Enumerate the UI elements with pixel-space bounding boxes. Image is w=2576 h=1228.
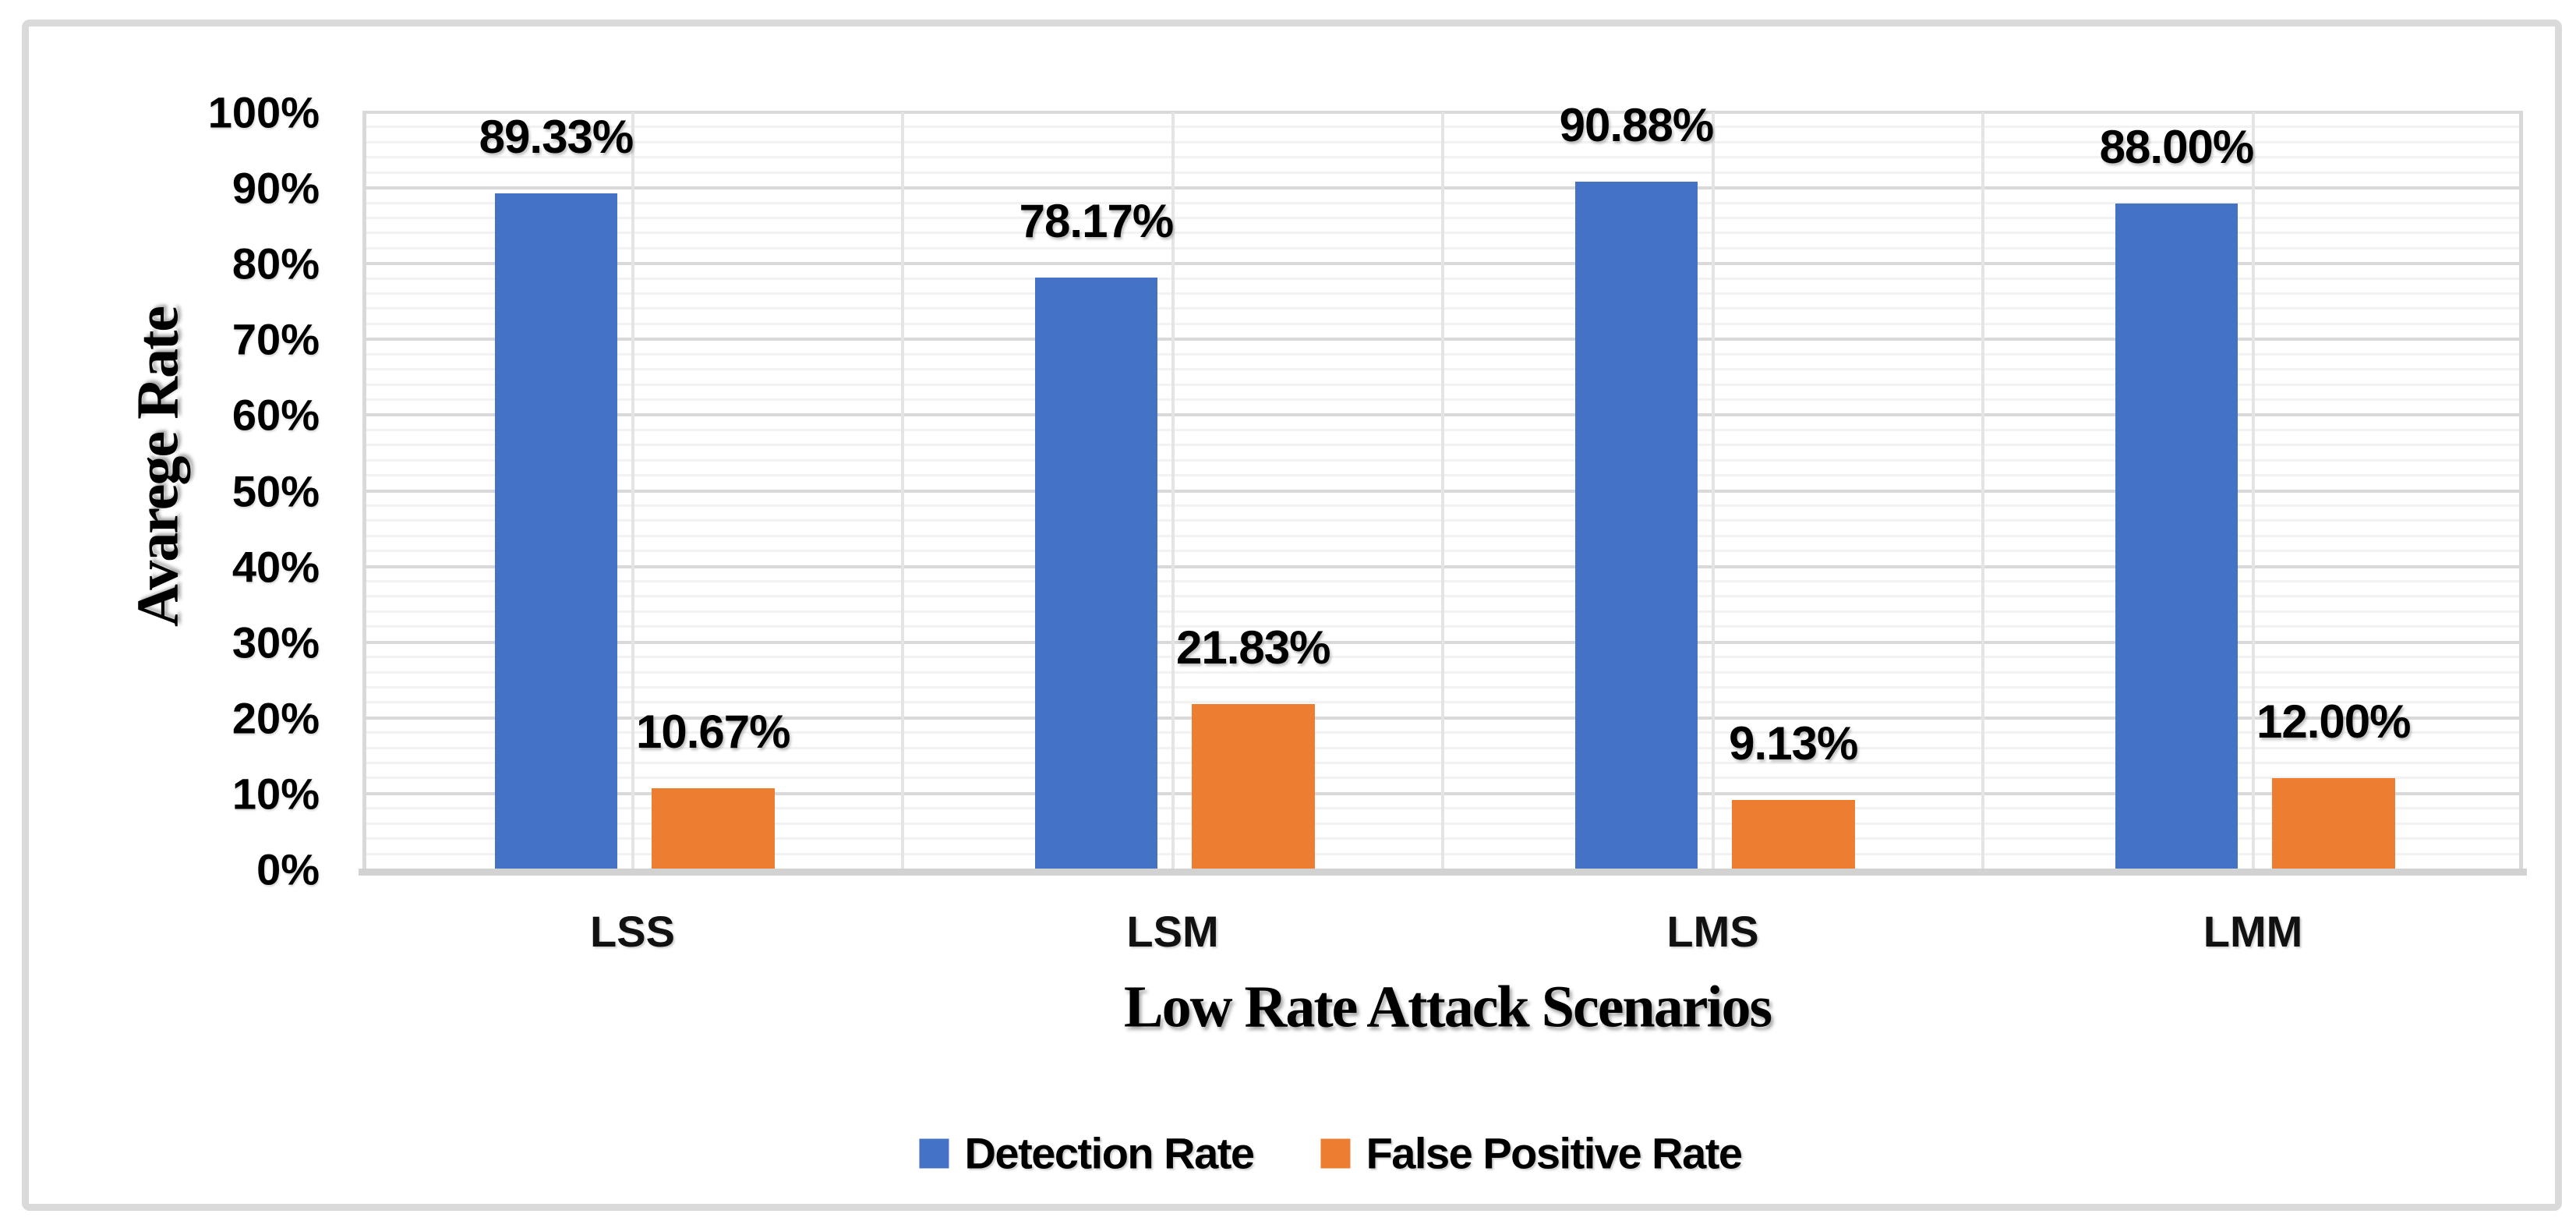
category-cell: 88.00% 12.00%	[1983, 112, 2523, 869]
false-positive-rate-bar	[651, 788, 775, 869]
y-tick-label: 60%	[231, 390, 320, 440]
detection-rate-bar	[2115, 203, 2239, 869]
x-category-label: LSM	[1126, 907, 1219, 956]
x-axis-line	[359, 869, 2527, 876]
bar-data-label: 88.00%	[2099, 120, 2254, 173]
legend-swatch	[919, 1138, 949, 1168]
detection-rate-bar	[494, 193, 618, 869]
bar-slot: 21.83%	[1176, 112, 1330, 869]
bar-data-label: 78.17%	[1019, 194, 1174, 247]
bar-slot: 10.67%	[636, 112, 790, 869]
false-positive-rate-bar	[1191, 704, 1315, 869]
bar-slot: 90.88%	[1560, 99, 1714, 869]
y-tick-label: 100%	[207, 87, 320, 137]
vertical-gridline	[631, 112, 634, 869]
bar-data-label: 90.88%	[1559, 98, 1714, 151]
y-tick-label: 70%	[231, 314, 320, 364]
y-tick-label: 90%	[231, 163, 320, 213]
y-tick-label: 30%	[231, 618, 320, 667]
plot-border-right	[2519, 112, 2523, 869]
detection-rate-bar	[1034, 277, 1158, 869]
vertical-gridline	[2251, 112, 2255, 869]
bar-slot: 78.17%	[1019, 112, 1174, 869]
category-cell: 90.88% 9.13%	[1443, 99, 1983, 869]
legend-label: False Positive Rate	[1366, 1128, 1743, 1178]
x-axis-category-labels: LSS LSM LMS LMM	[362, 906, 2523, 968]
chart-outer-frame: Avarege Rate 0% 10% 20% 30% 40% 50% 60% 70% 80% 9…	[22, 19, 2562, 1211]
x-category-label: LSS	[590, 907, 675, 956]
false-positive-rate-bar	[1731, 800, 1855, 869]
y-tick-label: 10%	[231, 769, 320, 819]
vertical-gridline	[1981, 112, 1984, 869]
bar-data-label: 21.83%	[1176, 621, 1330, 674]
y-tick-label: 50%	[231, 466, 320, 515]
y-tick-label: 40%	[231, 542, 320, 592]
bar-slot: 89.33%	[479, 111, 634, 869]
legend: Detection Rate False Positive Rate	[919, 1128, 1743, 1179]
bar-slot: 88.00%	[2100, 112, 2254, 869]
plot-area: 89.33% 10.67% 78.17% 21.83% 90.88% 9.13% 88.00…	[359, 99, 2527, 876]
legend-swatch	[1320, 1138, 1351, 1168]
vertical-gridline	[1171, 112, 1175, 869]
bar-data-label: 12.00%	[2256, 695, 2411, 748]
y-tick-label: 0%	[256, 844, 320, 894]
legend-item: Detection Rate	[919, 1128, 1255, 1179]
bar-data-label: 10.67%	[636, 706, 790, 759]
vertical-gridline	[1441, 112, 1444, 869]
x-category-label: LMS	[1666, 907, 1759, 956]
legend-item: False Positive Rate	[1320, 1128, 1743, 1179]
vertical-gridline	[901, 112, 904, 869]
category-cell: 78.17% 21.83%	[903, 112, 1443, 869]
x-axis-title: Low Rate Attack Scenarios	[1123, 974, 1772, 1040]
category-cell: 89.33% 10.67%	[362, 111, 903, 869]
bar-data-label: 9.13%	[1729, 717, 1858, 770]
plot-border-left	[362, 112, 366, 869]
false-positive-rate-bar	[2271, 778, 2395, 869]
bar-slot: 9.13%	[1729, 112, 1858, 869]
detection-rate-bar	[1574, 181, 1698, 869]
vertical-gridline	[1711, 112, 1715, 869]
y-tick-label: 80%	[231, 239, 320, 288]
bar-data-label: 89.33%	[479, 110, 634, 163]
legend-label: Detection Rate	[964, 1128, 1255, 1178]
y-axis-tick-labels: 0% 10% 20% 30% 40% 50% 60% 70% 80% 90% 100%	[29, 88, 320, 894]
y-tick-label: 20%	[231, 693, 320, 743]
bar-slot: 12.00%	[2256, 112, 2411, 869]
x-category-label: LMM	[2203, 907, 2303, 956]
